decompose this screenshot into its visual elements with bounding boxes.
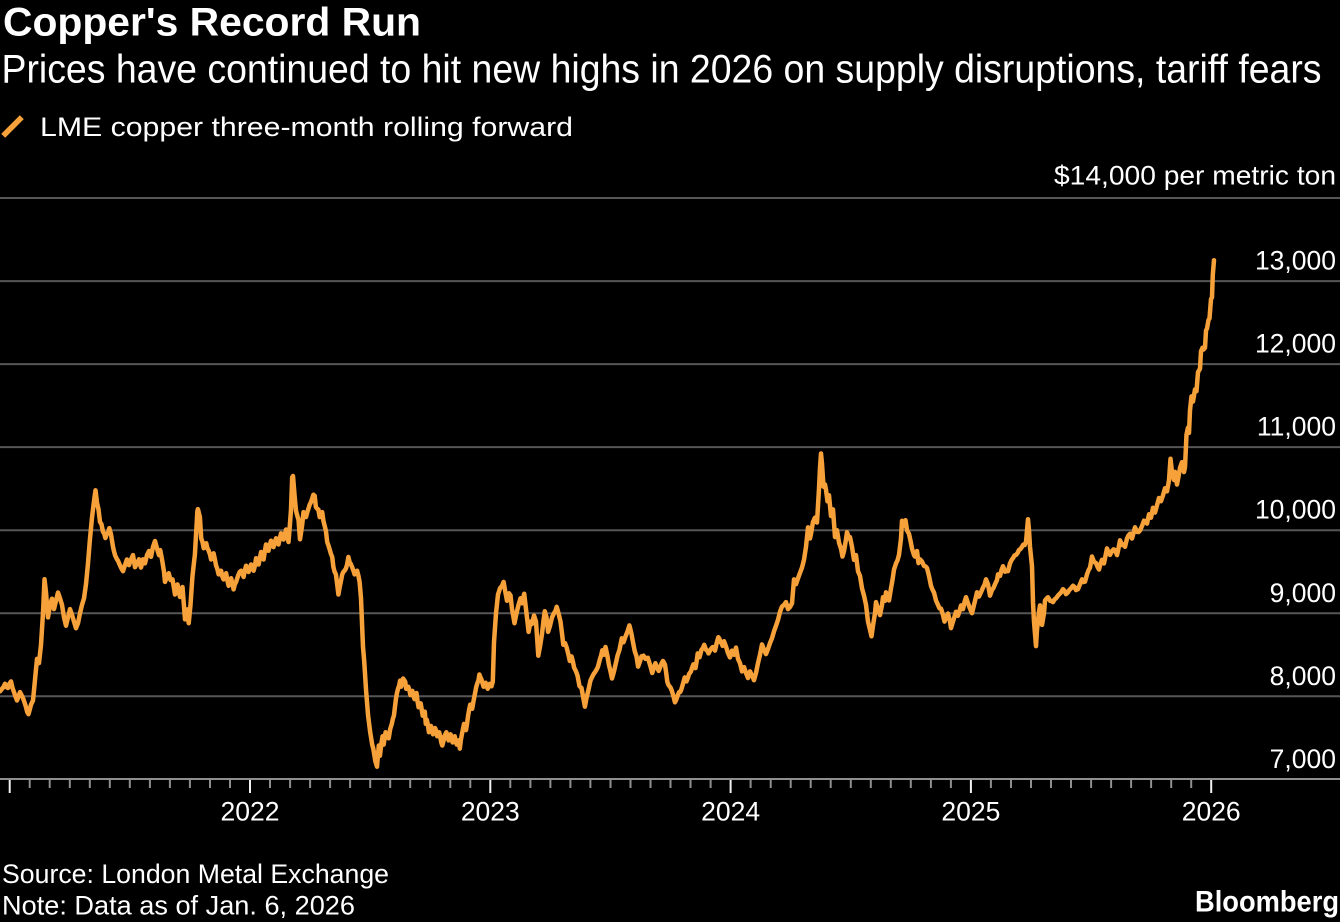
svg-text:$14,000 per metric ton: $14,000 per metric ton xyxy=(1054,161,1336,191)
svg-text:2024: 2024 xyxy=(701,797,760,827)
svg-text:8,000: 8,000 xyxy=(1270,661,1336,691)
svg-text:2026: 2026 xyxy=(1182,797,1241,827)
svg-text:Prices have continued to hit n: Prices have continued to hit new highs i… xyxy=(2,48,1322,92)
svg-text:Bloomberg: Bloomberg xyxy=(1195,885,1339,918)
svg-text:LME copper three-month rolling: LME copper three-month rolling forward xyxy=(40,112,573,142)
svg-text:9,000: 9,000 xyxy=(1270,578,1336,608)
svg-text:7,000: 7,000 xyxy=(1270,744,1336,774)
svg-text:13,000: 13,000 xyxy=(1255,246,1336,276)
svg-text:Copper's Record Run: Copper's Record Run xyxy=(3,1,421,45)
svg-text:10,000: 10,000 xyxy=(1255,495,1336,525)
svg-text:11,000: 11,000 xyxy=(1257,412,1336,442)
svg-text:Source: London Metal Exchange: Source: London Metal Exchange xyxy=(2,859,389,889)
svg-text:2023: 2023 xyxy=(461,797,520,827)
svg-text:Note: Data as of Jan. 6, 2026: Note: Data as of Jan. 6, 2026 xyxy=(2,891,355,921)
svg-text:12,000: 12,000 xyxy=(1255,329,1336,359)
svg-text:2022: 2022 xyxy=(221,797,280,827)
svg-text:2025: 2025 xyxy=(941,797,1000,827)
